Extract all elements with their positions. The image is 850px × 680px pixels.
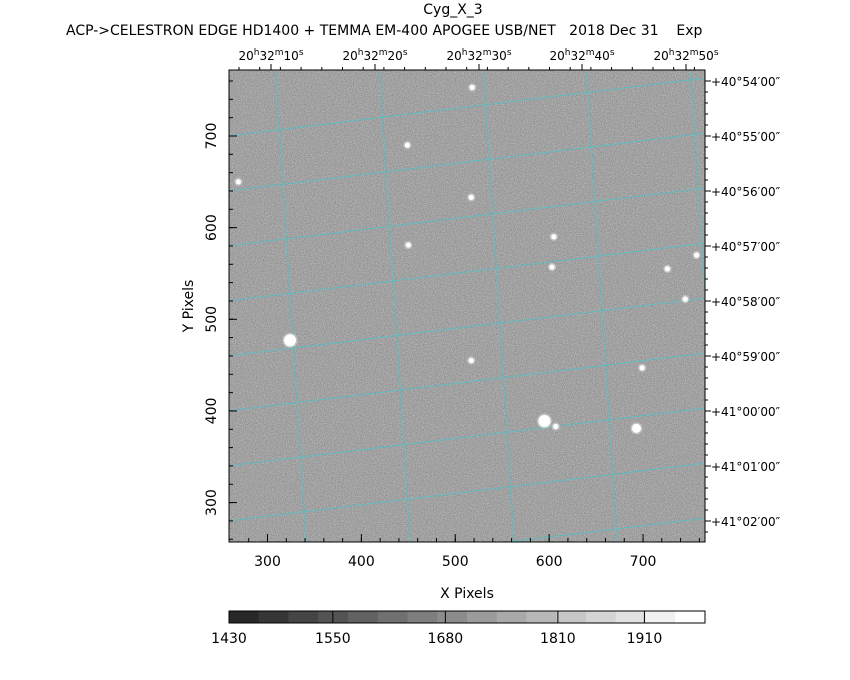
dec-tick-label: +40°54′00″	[711, 75, 781, 89]
x-tick-label: 700	[630, 554, 657, 570]
colorbar-swatch	[586, 611, 617, 623]
star	[639, 365, 645, 371]
dec-grid-line	[229, 77, 705, 137]
colorbar-swatch	[467, 611, 498, 623]
ra-axis: 20h32m10s 20h32m20s 20h32m30s 20h32m40s 20h3…	[238, 48, 719, 70]
colorbar-tick-label: 1430	[211, 631, 247, 647]
colorbar-swatch	[496, 611, 527, 623]
star	[682, 296, 688, 302]
colorbar-swatch	[377, 611, 408, 623]
dec-tick-label: +41°00′00″	[711, 405, 781, 419]
y-tick-label: 600	[204, 214, 220, 241]
dec-tick-label: +40°57′00″	[711, 240, 781, 254]
ra-tick-label: 20h32m50s	[653, 48, 718, 63]
colorbar-tick-label: 1810	[540, 631, 576, 647]
star	[404, 142, 410, 148]
x-tick-label: 300	[254, 554, 281, 570]
ra-tick-label: 20h32m30s	[446, 48, 511, 63]
ra-grid-line	[586, 70, 618, 542]
dec-grid-line	[229, 352, 705, 412]
colorbar-swatch	[675, 611, 706, 623]
colorbar-tick-label: 1680	[428, 631, 464, 647]
star	[469, 84, 475, 91]
star	[551, 234, 557, 240]
x-tick-label: 400	[348, 554, 375, 570]
coordinate-grid	[229, 70, 705, 542]
dec-tick-label: +40°56′00″	[711, 185, 781, 199]
colorbar-swatch	[288, 611, 319, 623]
star	[631, 423, 641, 433]
star	[405, 242, 411, 248]
star	[468, 357, 474, 364]
dec-tick-label: +40°58′00″	[711, 295, 781, 309]
dec-grid-line	[229, 187, 705, 247]
dec-axis: +40°54′00″ +40°55′00″ +40°56′00″ +40°57′00″…	[705, 75, 781, 533]
ra-grid-line	[275, 70, 307, 542]
dec-grid-line	[229, 462, 705, 522]
colorbar-swatch	[526, 611, 557, 623]
colorbar-swatch	[318, 611, 349, 623]
y-tick-label: 300	[204, 489, 220, 516]
ra-tick-label: 20h32m20s	[342, 48, 407, 63]
star	[664, 266, 671, 272]
dec-grid-line	[229, 297, 705, 357]
dec-tick-label: +41°01′00″	[711, 460, 781, 474]
y-axis: 300 400 500 600 700	[204, 80, 237, 540]
ra-grid-line	[483, 70, 515, 542]
colorbar-swatch	[407, 611, 438, 623]
dec-grid-line	[229, 132, 705, 192]
star	[553, 423, 559, 430]
dec-tick-label: +41°02′00″	[711, 515, 781, 529]
stars	[234, 83, 701, 435]
star	[468, 194, 474, 200]
colorbar-swatch	[258, 611, 289, 623]
colorbar-tick-label: 1910	[627, 631, 663, 647]
star	[549, 264, 555, 270]
image-noise	[229, 70, 705, 542]
chart-subtitle: ACP->CELESTRON EDGE HD1400 + TEMMA EM-40…	[66, 23, 703, 39]
colorbar-tick-label: 1550	[315, 631, 351, 647]
star	[284, 334, 297, 347]
dec-grid-line	[229, 407, 705, 467]
sky-image	[229, 70, 705, 542]
y-axis-label: Y Pixels	[181, 280, 197, 334]
y-tick-label: 700	[204, 123, 220, 150]
star	[538, 415, 551, 428]
dec-grid-line	[229, 242, 705, 302]
chart-title: Cyg_X_3	[423, 2, 482, 18]
x-axis: 300 400 500 600 700	[248, 534, 700, 570]
x-tick-label: 500	[442, 554, 469, 570]
star	[693, 252, 700, 258]
colorbar-swatch	[556, 611, 587, 623]
ra-tick-label: 20h32m10s	[238, 48, 303, 63]
colorbar-swatch	[437, 611, 468, 623]
ra-grid-line	[379, 70, 411, 542]
ra-tick-label: 20h32m40s	[549, 48, 614, 63]
x-tick-label: 600	[536, 554, 563, 570]
colorbar-swatch	[645, 611, 676, 623]
colorbar-swatch	[229, 611, 260, 623]
x-axis-label: X Pixels	[440, 586, 494, 602]
y-tick-label: 400	[204, 398, 220, 425]
star	[235, 179, 241, 185]
y-tick-label: 500	[204, 306, 220, 333]
dec-tick-label: +40°55′00″	[711, 130, 781, 144]
dec-tick-label: +40°59′00″	[711, 350, 781, 364]
colorbar-swatch	[615, 611, 646, 623]
colorbar-swatch	[348, 611, 379, 623]
colorbar: 1430 1550 1680 1810 1910	[211, 610, 706, 647]
